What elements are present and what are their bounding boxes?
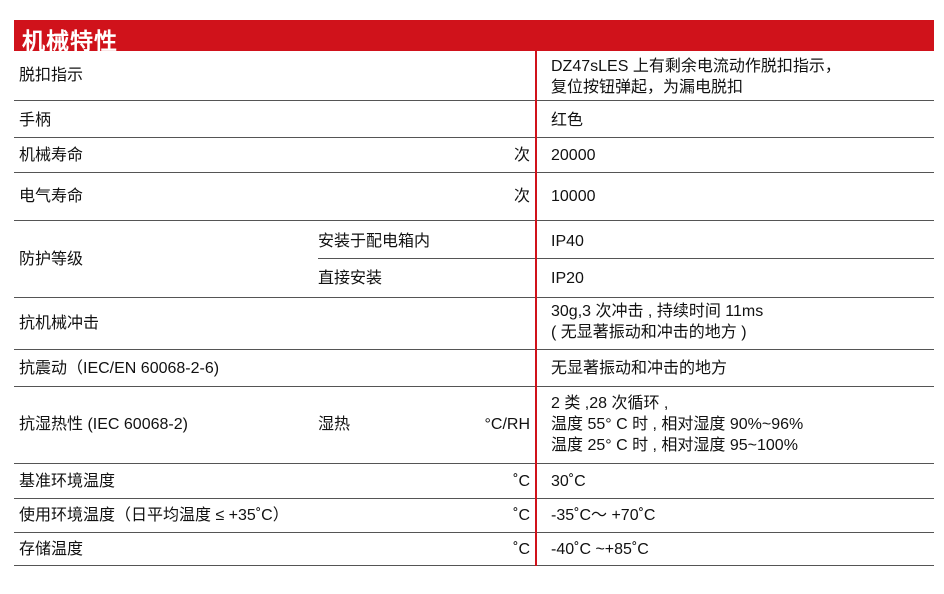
row-label: 防护等级 <box>19 251 84 268</box>
row-value: -35˚C～ +70˚C <box>551 507 656 524</box>
row-value: -40˚C ~+85˚C <box>551 541 649 558</box>
table-row: 抗机械冲击 30g,3 次冲击 , 持续时间 11ms( 无显著振动和冲击的地方… <box>14 298 934 350</box>
table-row: 存储温度 ˚C -40˚C ~+85˚C <box>14 533 934 566</box>
row-sublabel: 直接安装 <box>318 270 383 287</box>
section-title: 机械特性 <box>22 29 118 55</box>
row-unit: ˚C <box>513 473 530 490</box>
table-row: 抗震动（IEC/EN 60068-2-6) 无显著振动和冲击的地方 <box>14 350 934 387</box>
row-unit: 次 <box>513 188 530 205</box>
row-value: IP20 <box>551 270 584 287</box>
row-unit: 次 <box>513 147 530 164</box>
row-unit: ˚C <box>513 507 530 524</box>
row-label: 抗湿热性 (IEC 60068-2) <box>19 416 188 433</box>
table-row: 防护等级 安装于配电箱内 IP40 直接安装 IP20 <box>14 221 934 298</box>
row-label: 存储温度 <box>19 541 84 558</box>
row-value: 10000 <box>551 188 596 205</box>
row-value: DZ47sLES 上有剩余电流动作脱扣指示， 复位按钮弹起，为漏电脱扣 <box>551 58 841 96</box>
table-row: 机械寿命 次 20000 <box>14 138 934 173</box>
table-row: 基准环境温度 ˚C 30˚C <box>14 464 934 499</box>
row-label: 电气寿命 <box>19 188 84 205</box>
row-value: 30˚C <box>551 473 586 490</box>
row-value: 20000 <box>551 147 596 164</box>
divider <box>318 258 934 259</box>
column-divider <box>535 51 537 566</box>
table-row: 手柄 红色 <box>14 101 934 138</box>
row-value: 2 类 ,28 次循环 , 温度 55° C 时 , 相对湿度 90%~96% 温度… <box>551 395 804 454</box>
table-row: 使用环境温度（日平均温度 ≤ +35˚C） ˚C -35˚C～ +70˚C <box>14 499 934 533</box>
row-sublabel: 安装于配电箱内 <box>318 233 431 250</box>
row-value: 红色 <box>551 112 584 129</box>
row-label: 抗震动（IEC/EN 60068-2-6) <box>19 360 220 377</box>
row-value: 无显著振动和冲击的地方 <box>551 360 728 377</box>
row-label: 基准环境温度 <box>19 473 116 490</box>
table-row: 抗湿热性 (IEC 60068-2) 湿热 °C/RH 2 类 ,28 次循环 … <box>14 387 934 464</box>
row-unit: °C/RH <box>484 416 530 433</box>
row-label: 抗机械冲击 <box>19 315 100 332</box>
table-row: 脱扣指示 DZ47sLES 上有剩余电流动作脱扣指示， 复位按钮弹起，为漏电脱扣 <box>14 51 934 101</box>
row-unit: ˚C <box>513 541 530 558</box>
row-label: 脱扣指示 <box>19 67 84 84</box>
row-value: 30g,3 次冲击 , 持续时间 11ms( 无显著振动和冲击的地方 ) <box>551 303 764 341</box>
row-sublabel: 湿热 <box>318 416 351 433</box>
row-label: 机械寿命 <box>19 147 84 164</box>
row-label: 使用环境温度（日平均温度 ≤ +35˚C） <box>19 507 289 524</box>
row-value: IP40 <box>551 233 584 250</box>
section-header: 机械特性 <box>14 20 934 55</box>
row-label: 手柄 <box>19 112 52 129</box>
table-row: 电气寿命 次 10000 <box>14 173 934 221</box>
